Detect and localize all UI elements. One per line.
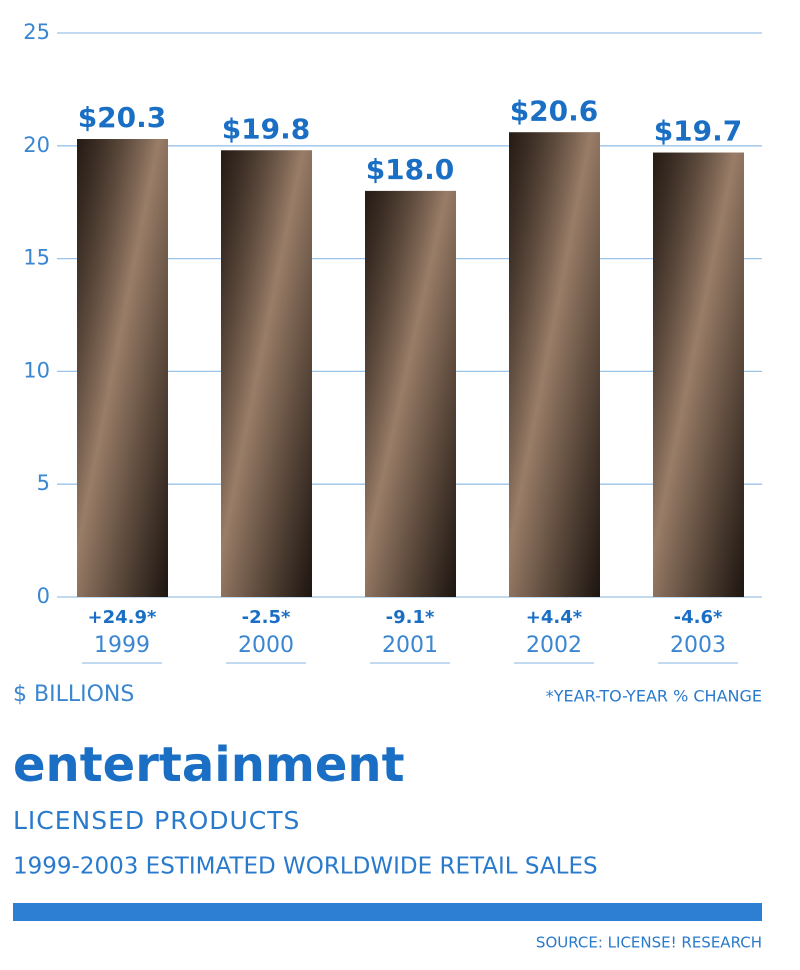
y-tick-label: 10: [23, 358, 50, 382]
value-label: $19.8: [222, 112, 311, 145]
value-label: $20.3: [78, 101, 167, 134]
value-label: $20.6: [510, 94, 599, 127]
subtitle: LICENSED PRODUCTS: [13, 806, 300, 835]
y-tick-label: 25: [23, 20, 50, 44]
change-label: +24.9*: [88, 607, 157, 628]
bar-photo-shade: [77, 139, 168, 598]
y-axis-label: $ BILLIONS: [13, 682, 134, 707]
footnote: *YEAR-TO-YEAR % CHANGE: [546, 687, 762, 706]
change-label: +4.4*: [526, 607, 583, 628]
change-label: -2.5*: [242, 607, 291, 628]
y-tick-label: 5: [37, 471, 50, 495]
bar-photo-shade: [653, 152, 744, 597]
value-label: $19.7: [654, 115, 743, 148]
y-tick-label: 0: [37, 584, 50, 608]
source: SOURCE: LICENSE! RESEARCH: [536, 934, 762, 952]
subtitle-2: 1999-2003 ESTIMATED WORLDWIDE RETAIL SAL…: [13, 854, 598, 880]
x-tick-label: 2000: [238, 633, 294, 658]
x-tick-label: 2002: [526, 633, 582, 658]
y-tick-label: 20: [23, 133, 50, 157]
x-tick-label: 1999: [94, 633, 150, 658]
change-label: -4.6*: [674, 607, 723, 628]
bar-photo-shade: [221, 150, 312, 597]
value-label: $18.0: [366, 153, 455, 186]
change-label: -9.1*: [386, 607, 435, 628]
divider-bar: [13, 903, 762, 921]
bar-photo-shade: [509, 132, 600, 598]
x-tick-label: 2003: [670, 633, 726, 658]
y-tick-label: 15: [23, 246, 50, 270]
chart-title: entertainment: [13, 737, 405, 793]
x-tick-label: 2001: [382, 633, 438, 658]
bar-photo-shade: [365, 190, 456, 598]
